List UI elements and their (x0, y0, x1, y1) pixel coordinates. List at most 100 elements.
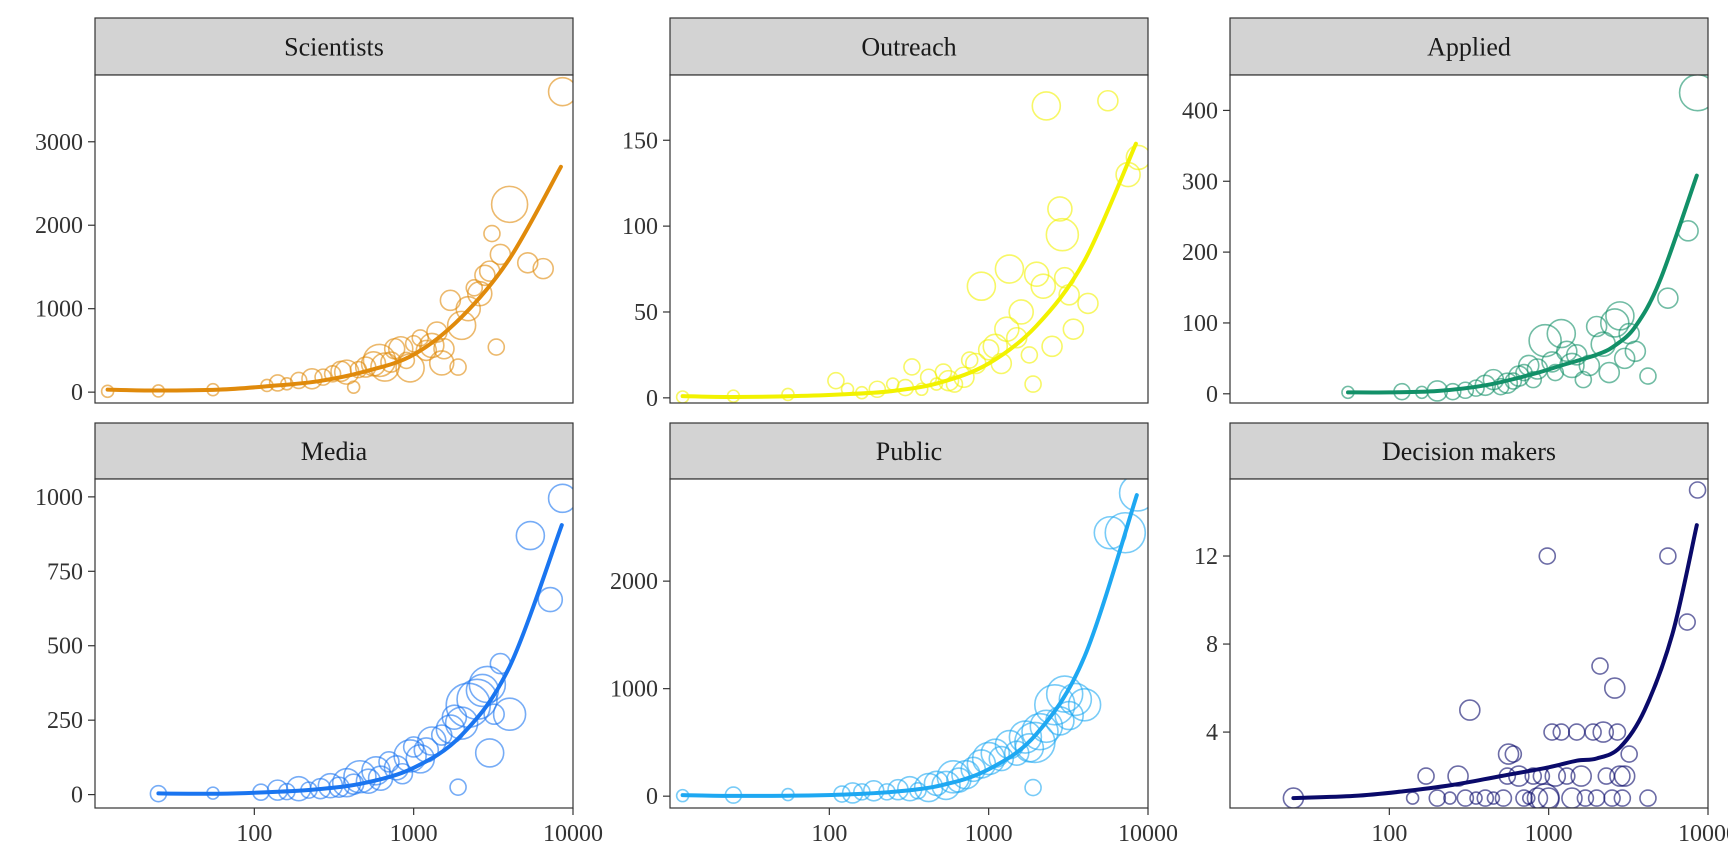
data-point (1608, 723, 1627, 741)
panel-marks (149, 483, 573, 803)
panel-background (1230, 75, 1708, 403)
data-point (1688, 481, 1707, 499)
x-tick-label: 10000 (1118, 821, 1178, 847)
y-tick-label: 1000 (35, 297, 83, 323)
panel-background (670, 75, 1148, 403)
data-point (868, 380, 887, 399)
data-point (1556, 340, 1578, 363)
data-point (1029, 709, 1064, 744)
data-point (937, 369, 960, 392)
data-point (1456, 789, 1475, 807)
x-tick-label: 1000 (390, 821, 438, 847)
panel-marks (1282, 481, 1707, 808)
y-tick-label: 750 (47, 559, 83, 585)
data-point (903, 358, 921, 376)
data-point (1574, 370, 1593, 389)
data-point (1624, 340, 1647, 363)
data-point (1613, 765, 1636, 787)
data-point (1104, 511, 1147, 554)
panel-marks (675, 479, 1148, 804)
facet-media: Media 0 250 500 750 1000 100 1000 10000 (35, 422, 603, 847)
data-point (474, 738, 505, 768)
data-point (1537, 787, 1560, 808)
y-tick-label: 150 (622, 128, 658, 154)
facet-applied: Applied 0 100 200 300 400 (1182, 17, 1709, 408)
data-point (1561, 787, 1583, 808)
y-tick-label: 0 (646, 386, 658, 412)
panel-marks (1341, 75, 1708, 402)
data-point (487, 338, 506, 356)
data-point (994, 254, 1025, 284)
data-point (446, 310, 477, 341)
data-point (1469, 791, 1483, 805)
facet-outreach: Outreach 0 50 100 150 (622, 17, 1149, 412)
data-point (960, 351, 979, 369)
data-point (1428, 789, 1447, 807)
y-tick-label: 250 (47, 708, 83, 734)
data-point (966, 271, 997, 302)
data-point (1639, 367, 1657, 385)
facet-strip (94, 17, 574, 76)
data-point (492, 697, 527, 732)
fit-line (680, 141, 1138, 400)
data-point (490, 185, 529, 224)
data-point (346, 380, 361, 394)
facet-public: Public 0 1000 2000 100 1000 10000 (610, 422, 1178, 847)
data-point (466, 280, 493, 307)
panel-marks (675, 89, 1148, 403)
data-point (1045, 217, 1080, 252)
data-point (1504, 745, 1523, 763)
x-tick-label: 10000 (543, 821, 603, 847)
data-point (1041, 335, 1063, 358)
data-point (1125, 144, 1148, 171)
x-tick-label: 10000 (1678, 821, 1728, 847)
data-point (1077, 292, 1099, 315)
data-point (547, 76, 573, 107)
data-point (402, 736, 425, 758)
facet-decision-makers: Decision makers 4 8 12 100 1000 10000 (1194, 422, 1728, 847)
panel-border (94, 478, 574, 809)
data-point (1526, 787, 1549, 808)
data-point (1024, 778, 1042, 797)
y-tick-label: 0 (71, 380, 83, 406)
data-point (1558, 767, 1576, 785)
data-point (1097, 89, 1119, 112)
facet-strip (669, 422, 1149, 480)
data-point (1058, 682, 1093, 717)
data-point (1598, 361, 1621, 384)
data-point (1459, 699, 1481, 721)
data-point (474, 264, 496, 287)
data-point (1023, 261, 1050, 288)
panel-border (1229, 74, 1709, 404)
data-point (946, 767, 972, 793)
data-point (1486, 791, 1501, 805)
data-point (378, 751, 400, 773)
facet-title: Public (876, 437, 942, 466)
data-point (449, 358, 467, 376)
y-tick-label: 100 (1182, 311, 1218, 337)
data-point (417, 726, 447, 756)
y-tick-label: 4 (1206, 720, 1218, 746)
fit-line (156, 523, 564, 796)
y-tick-label: 2000 (35, 213, 83, 239)
data-point (1030, 273, 1057, 300)
data-point (1678, 75, 1708, 112)
y-tick-label: 12 (1194, 544, 1218, 570)
data-point (1678, 613, 1696, 631)
y-tick-label: 0 (646, 784, 658, 810)
facet-title: Decision makers (1382, 437, 1556, 466)
data-point (1447, 765, 1469, 787)
data-point (1620, 745, 1638, 763)
data-point (1603, 677, 1626, 699)
facet-scientists: Scientists 0 1000 2000 3000 (35, 17, 574, 406)
data-point (1565, 344, 1588, 366)
y-tick-label: 0 (71, 783, 83, 809)
data-point (1067, 687, 1102, 722)
data-point (537, 586, 564, 613)
y-tick-label: 2000 (610, 569, 658, 595)
y-tick-label: 400 (1182, 98, 1218, 124)
data-point (515, 520, 546, 551)
panel-background (95, 479, 573, 808)
data-point (1659, 547, 1677, 565)
data-point (1047, 196, 1073, 222)
